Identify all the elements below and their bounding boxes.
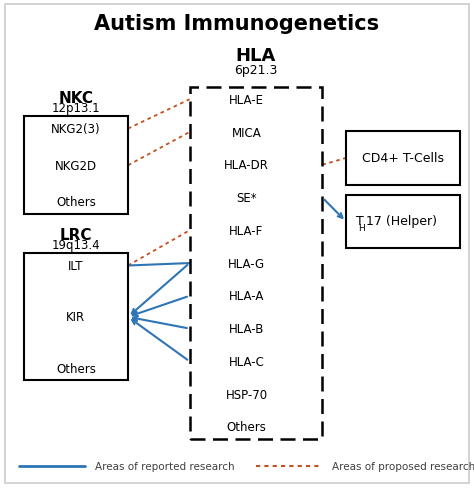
Text: NKG2D: NKG2D xyxy=(55,160,97,172)
Text: NKG2(3): NKG2(3) xyxy=(51,123,100,136)
Text: Others: Others xyxy=(56,362,96,375)
Text: Areas of reported research: Areas of reported research xyxy=(95,461,235,471)
Text: 12p13.1: 12p13.1 xyxy=(52,102,100,115)
Text: 6p21.3: 6p21.3 xyxy=(234,64,278,77)
Text: MICA: MICA xyxy=(232,126,261,139)
Text: Autism Immunogenetics: Autism Immunogenetics xyxy=(94,15,380,34)
Text: CD4+ T-Cells: CD4+ T-Cells xyxy=(362,152,444,165)
Text: HLA-E: HLA-E xyxy=(229,94,264,106)
Bar xyxy=(190,88,322,439)
Text: NKC: NKC xyxy=(58,91,93,106)
Text: Others: Others xyxy=(56,196,96,209)
Text: HLA: HLA xyxy=(236,47,276,65)
Text: H: H xyxy=(358,224,365,232)
Text: Areas of proposed research: Areas of proposed research xyxy=(332,461,474,471)
Text: HLA-C: HLA-C xyxy=(228,355,264,368)
Text: 19q13.4: 19q13.4 xyxy=(52,239,100,251)
Text: HLA-G: HLA-G xyxy=(228,257,265,270)
Text: 17 (Helper): 17 (Helper) xyxy=(366,215,437,227)
Text: HSP-70: HSP-70 xyxy=(226,388,267,401)
Text: ILT: ILT xyxy=(68,260,83,272)
Text: HLA-B: HLA-B xyxy=(229,323,264,335)
Text: LRC: LRC xyxy=(60,228,92,243)
Text: T: T xyxy=(356,215,363,227)
Text: HLA-F: HLA-F xyxy=(229,224,264,237)
Text: HLA-A: HLA-A xyxy=(229,290,264,303)
Text: HLA-DR: HLA-DR xyxy=(224,159,269,172)
Bar xyxy=(346,132,460,185)
Text: SE*: SE* xyxy=(236,192,257,204)
Bar xyxy=(24,117,128,215)
Bar xyxy=(346,195,460,249)
Bar xyxy=(24,254,128,381)
Text: KIR: KIR xyxy=(66,311,85,324)
Text: Others: Others xyxy=(227,421,266,433)
